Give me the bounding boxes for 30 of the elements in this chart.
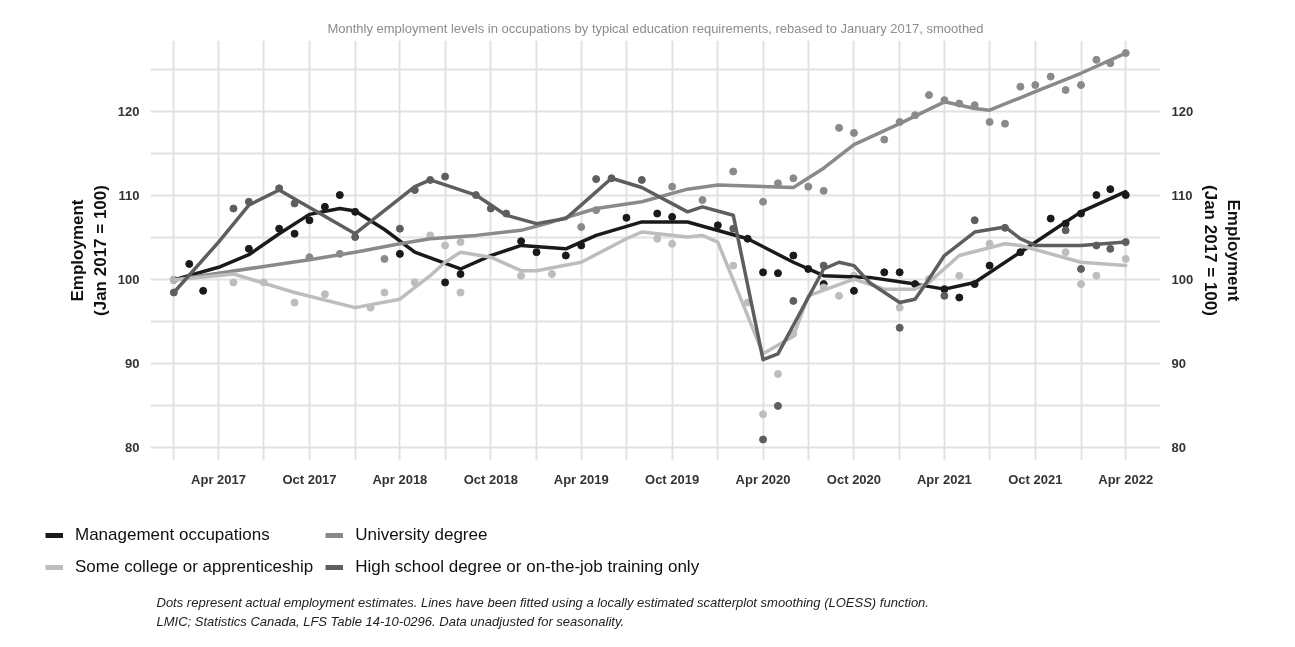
- y2-tick-label: 100: [1171, 272, 1194, 288]
- y2-tick-label: 110: [1171, 188, 1193, 204]
- y2-tick-label: 80: [1171, 440, 1186, 456]
- x-tick-label: Oct 2018: [463, 471, 518, 487]
- legend-label: Management occupations: [75, 525, 270, 545]
- text: LMIC; Statistics Canada, LFS Table 14-10-0296. Data unadjusted for seasonality.: [156, 613, 625, 629]
- y-tick-label: 80: [125, 440, 140, 456]
- x-tick-label: Oct 2021: [1008, 471, 1063, 487]
- y-tick-label: 110: [118, 188, 140, 204]
- legend-label: Some college or apprenticeship: [75, 557, 314, 577]
- chart-title: Monthly employment levels in occupations by typical education requirements, rebased to January 2017, smoothed: [327, 20, 984, 36]
- x-tick-label: Apr 2017: [191, 471, 247, 487]
- x-tick-label: Oct 2019: [645, 471, 700, 487]
- y-tick-label: 120: [117, 104, 140, 120]
- x-tick-label: Apr 2019: [553, 471, 609, 487]
- x-tick-label: Apr 2022: [1098, 471, 1154, 487]
- x-tick-label: Oct 2017: [282, 471, 337, 487]
- legend-label: High school degree or on-the-job training only: [355, 557, 700, 577]
- y-tick-label: 100: [117, 272, 140, 288]
- x-tick-label: Oct 2020: [826, 471, 882, 487]
- y2-axis-title: Employment (Jan 2017 = 100): [1201, 185, 1243, 316]
- text: Dots represent actual employment estimates. Lines have been fitted using a locally estimated scatterplot smoothing (LOESS) function.: [156, 594, 929, 610]
- y-tick-label: 90: [125, 356, 140, 372]
- x-tick-label: Apr 2020: [735, 471, 791, 487]
- y-axis-title: Employment (Jan 2017 = 100): [68, 185, 110, 316]
- y2-tick-label: 120: [1171, 104, 1194, 120]
- y2-tick-label: 90: [1171, 356, 1186, 372]
- x-tick-label: Apr 2021: [916, 471, 972, 487]
- x-tick-label: Apr 2018: [372, 471, 428, 487]
- legend-label: University degree: [355, 525, 488, 545]
